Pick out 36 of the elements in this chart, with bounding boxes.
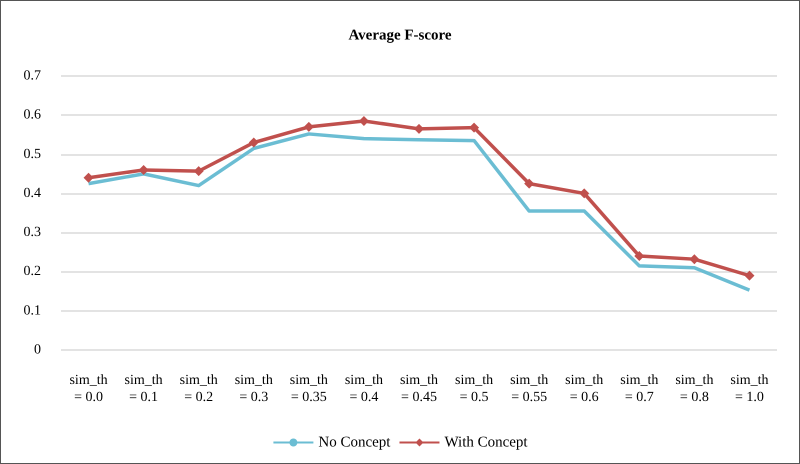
x-tick-label: sim_th = 0.4 [344,373,383,405]
point [689,254,700,264]
y-tick-label: 0.6 [24,108,41,123]
x-tick-label: sim_th = 0.3 [234,373,273,405]
x-tick-label: sim_th = 0.55 [510,373,548,405]
point [579,188,590,198]
legend-label: With Concept [444,434,528,450]
y-tick-label: 0.4 [24,186,41,201]
chart-title: Average F-score [348,28,452,44]
x-tick-label: sim_th = 0.7 [620,373,658,405]
x-tick-label: sim_th = 0.8 [675,373,714,405]
point [469,122,480,133]
point [634,251,644,262]
y-tick-label: 0.7 [24,68,41,84]
point [84,172,94,183]
x-tick-label: sim_th = 0.35 [290,373,328,405]
point [194,166,204,176]
point [414,124,424,134]
y-tick-label: 0 [34,342,41,358]
x-tick-label: sim_th = 0.2 [180,373,218,405]
y-tick-label: 0.3 [24,225,41,240]
y-tick-label: 0.5 [24,146,41,162]
x-tick-label: sim_th = 0.6 [565,373,604,405]
x-tick-label: sim_th = 0.0 [69,373,108,405]
point [744,270,754,281]
x-tick-label: sim_th = 0.1 [124,373,163,405]
point [358,116,369,126]
point [304,122,314,132]
y-tick-label: 0.1 [24,303,41,318]
x-tick-label: sim_th = 0.45 [400,373,438,405]
y-tick-label: 0.2 [24,264,41,280]
x-tick-label: sim_th = 0.5 [455,373,494,405]
point [248,138,259,148]
x-tick-label: sim_th = 1.0 [730,373,769,405]
point [524,178,534,189]
legend-label: No Concept [318,434,392,450]
